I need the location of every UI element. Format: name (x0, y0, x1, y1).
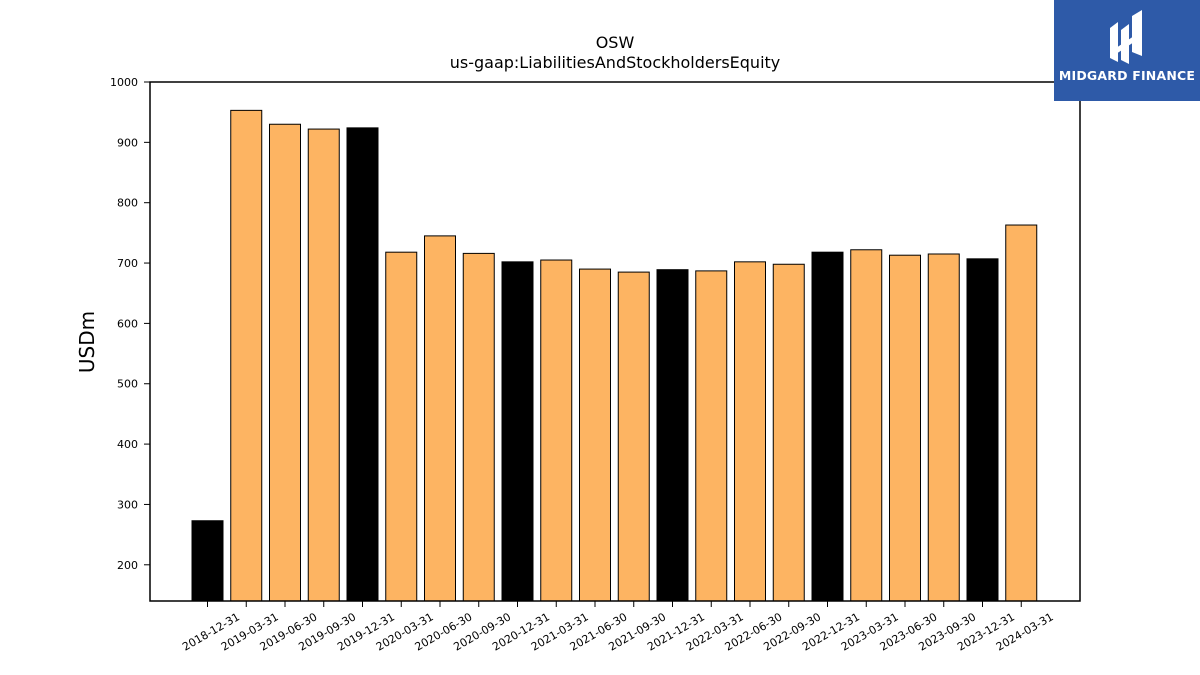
y-tick-label: 900 (117, 136, 138, 149)
bar-2019-09-30 (307, 128, 340, 602)
bar-2020-06-30 (424, 235, 456, 602)
bar-2023-09-30 (927, 253, 960, 602)
y-tick-label: 500 (117, 378, 138, 391)
y-tick-label: 200 (117, 559, 138, 572)
y-tick-label: 800 (117, 197, 138, 210)
chart-title: OSW (596, 33, 635, 52)
bar-2021-06-30 (579, 268, 611, 602)
y-tick-label: 600 (117, 317, 138, 330)
y-tick-label: 400 (117, 438, 138, 451)
bar-2022-09-30 (772, 263, 805, 602)
chart-subtitle: us-gaap:LiabilitiesAndStockholdersEquity (450, 53, 781, 72)
bar-2019-06-30 (269, 123, 301, 602)
bar-2020-09-30 (462, 252, 495, 602)
bar-2021-03-31 (540, 259, 573, 602)
bar-2021-09-30 (617, 271, 650, 602)
bar-2023-03-31 (850, 249, 883, 602)
logo-text: MIDGARD FINANCE (1058, 68, 1196, 83)
bar-2019-03-31 (230, 109, 263, 602)
bar-2022-12-31 (811, 251, 844, 602)
y-axis-label: USDm (75, 311, 99, 373)
bar-2020-03-31 (385, 251, 418, 602)
bar-2018-12-31 (191, 520, 224, 602)
y-tick-label: 1000 (110, 76, 138, 89)
bar-2023-12-31 (966, 258, 999, 602)
bars-group (191, 109, 1038, 602)
bar-2023-06-30 (889, 254, 921, 602)
bar-2021-12-31 (656, 269, 689, 602)
bar-2020-12-31 (501, 261, 534, 602)
bar-2019-12-31 (346, 127, 379, 602)
y-tick-label: 300 (117, 498, 138, 511)
y-axis: 200 300 400 500 600 700 800 900 1000 (110, 76, 150, 572)
bar-2024-03-31 (1005, 224, 1038, 602)
logo-mark-icon (1110, 10, 1142, 64)
x-axis: 2018-12-312019-03-312019-06-302019-09-30… (180, 601, 1056, 654)
bar-2022-06-30 (734, 261, 766, 602)
brand-logo: MIDGARD FINANCE (1054, 0, 1200, 101)
bar-2022-03-31 (695, 270, 728, 602)
y-tick-label: 700 (117, 257, 138, 270)
plot-frame (149, 81, 1081, 602)
